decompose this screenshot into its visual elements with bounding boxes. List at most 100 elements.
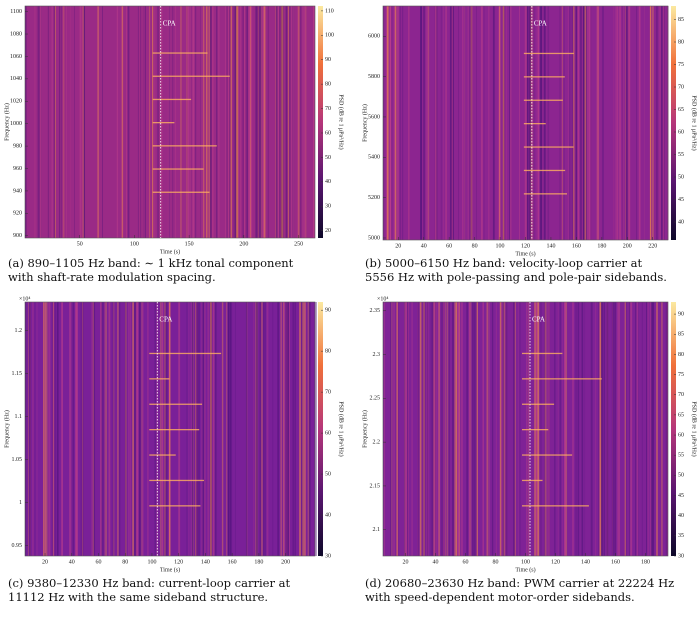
tonal-streak [523, 76, 565, 78]
texture [259, 302, 262, 556]
texture [596, 6, 599, 240]
texture [121, 6, 123, 238]
y-tick-label: 2.25 [370, 396, 381, 402]
texture [502, 6, 504, 240]
frame [24, 5, 316, 239]
texture [307, 302, 310, 556]
x-axis-label: Time (s) [160, 248, 180, 255]
texture [51, 6, 53, 238]
texture [127, 6, 129, 238]
texture [230, 302, 231, 556]
texture [427, 302, 428, 556]
y-tick-label: 1020 [10, 99, 22, 105]
tonal-streak [522, 378, 602, 380]
texture [236, 6, 239, 238]
texture [212, 6, 213, 238]
texture [457, 302, 460, 556]
colorbar [671, 302, 676, 556]
x-tick-label: 20 [403, 559, 409, 565]
texture [266, 302, 269, 556]
colorbar-label: PSD (dB re 1 μPa²/Hz) [338, 94, 345, 149]
texture [25, 6, 26, 238]
x-tick-label: 120 [551, 559, 560, 565]
x-tick-label: 160 [611, 559, 620, 565]
texture [637, 302, 639, 556]
texture [571, 6, 574, 240]
colorbar-tick-label: 70 [678, 84, 684, 90]
texture [215, 302, 217, 556]
texture [589, 6, 591, 240]
texture [91, 302, 93, 556]
colorbar [318, 6, 323, 238]
texture [238, 6, 240, 238]
texture [606, 302, 609, 556]
texture [302, 302, 304, 556]
annotation: CPA [163, 20, 176, 28]
texture [192, 6, 195, 238]
texture [614, 6, 617, 240]
texture [297, 6, 300, 238]
texture [304, 302, 307, 556]
texture [292, 6, 295, 238]
texture [468, 302, 470, 556]
y-tick-label: 980 [13, 143, 22, 149]
texture [135, 302, 138, 556]
x-tick-label: 100 [130, 241, 139, 247]
colorbar-tick-label: 100 [325, 33, 334, 39]
y-tick-label: 2.2 [373, 440, 381, 446]
texture [518, 302, 519, 556]
texture [480, 6, 483, 240]
texture [417, 302, 420, 556]
texture [36, 302, 38, 556]
colorbar-tick-label: 65 [678, 107, 684, 113]
texture [462, 6, 464, 240]
y-tick-label: 960 [13, 166, 22, 172]
tonal-streak [152, 191, 210, 193]
x-axis-label: Time (s) [515, 250, 535, 257]
colorbar-tick-label: 60 [678, 432, 684, 438]
tonal-streak [523, 99, 563, 101]
colorbar-tick-label: 70 [325, 106, 331, 112]
texture [656, 302, 658, 556]
texture [230, 302, 233, 556]
texture [459, 302, 461, 556]
texture [396, 302, 399, 556]
x-tick-label: 160 [228, 559, 237, 565]
texture [121, 6, 124, 238]
texture [287, 302, 289, 556]
texture [228, 6, 231, 238]
texture [117, 302, 119, 556]
tonal-streak [523, 146, 574, 148]
y-tick-label: 6000 [368, 34, 380, 40]
texture [280, 6, 282, 238]
texture [636, 302, 639, 556]
x-tick-label: 60 [463, 559, 469, 565]
texture [603, 302, 606, 556]
texture [495, 302, 497, 556]
colorbar-tick-label: 60 [325, 130, 331, 136]
x-tick-label: 80 [493, 559, 499, 565]
texture [130, 302, 132, 556]
colorbar-tick-label: 110 [325, 8, 334, 14]
colorbar-tick-label: 30 [325, 553, 331, 559]
texture [80, 302, 82, 556]
y-tick-label: 900 [13, 233, 22, 239]
texture [56, 302, 59, 556]
x-tick-label: 20 [395, 243, 401, 249]
texture [585, 6, 587, 240]
texture [25, 302, 27, 556]
y-tick-label: 5600 [368, 114, 380, 120]
texture [210, 302, 212, 556]
colorbar-tick-label: 50 [678, 473, 684, 479]
texture [486, 302, 489, 556]
colorbar-tick-label: 90 [325, 308, 331, 314]
texture [503, 6, 505, 240]
texture [626, 6, 629, 240]
y-tick-label: 0.95 [12, 543, 23, 549]
texture [646, 302, 648, 556]
colorbar-tick-label: 60 [678, 129, 684, 135]
tonal-streak [522, 479, 543, 482]
texture [233, 6, 235, 238]
texture [28, 302, 29, 556]
